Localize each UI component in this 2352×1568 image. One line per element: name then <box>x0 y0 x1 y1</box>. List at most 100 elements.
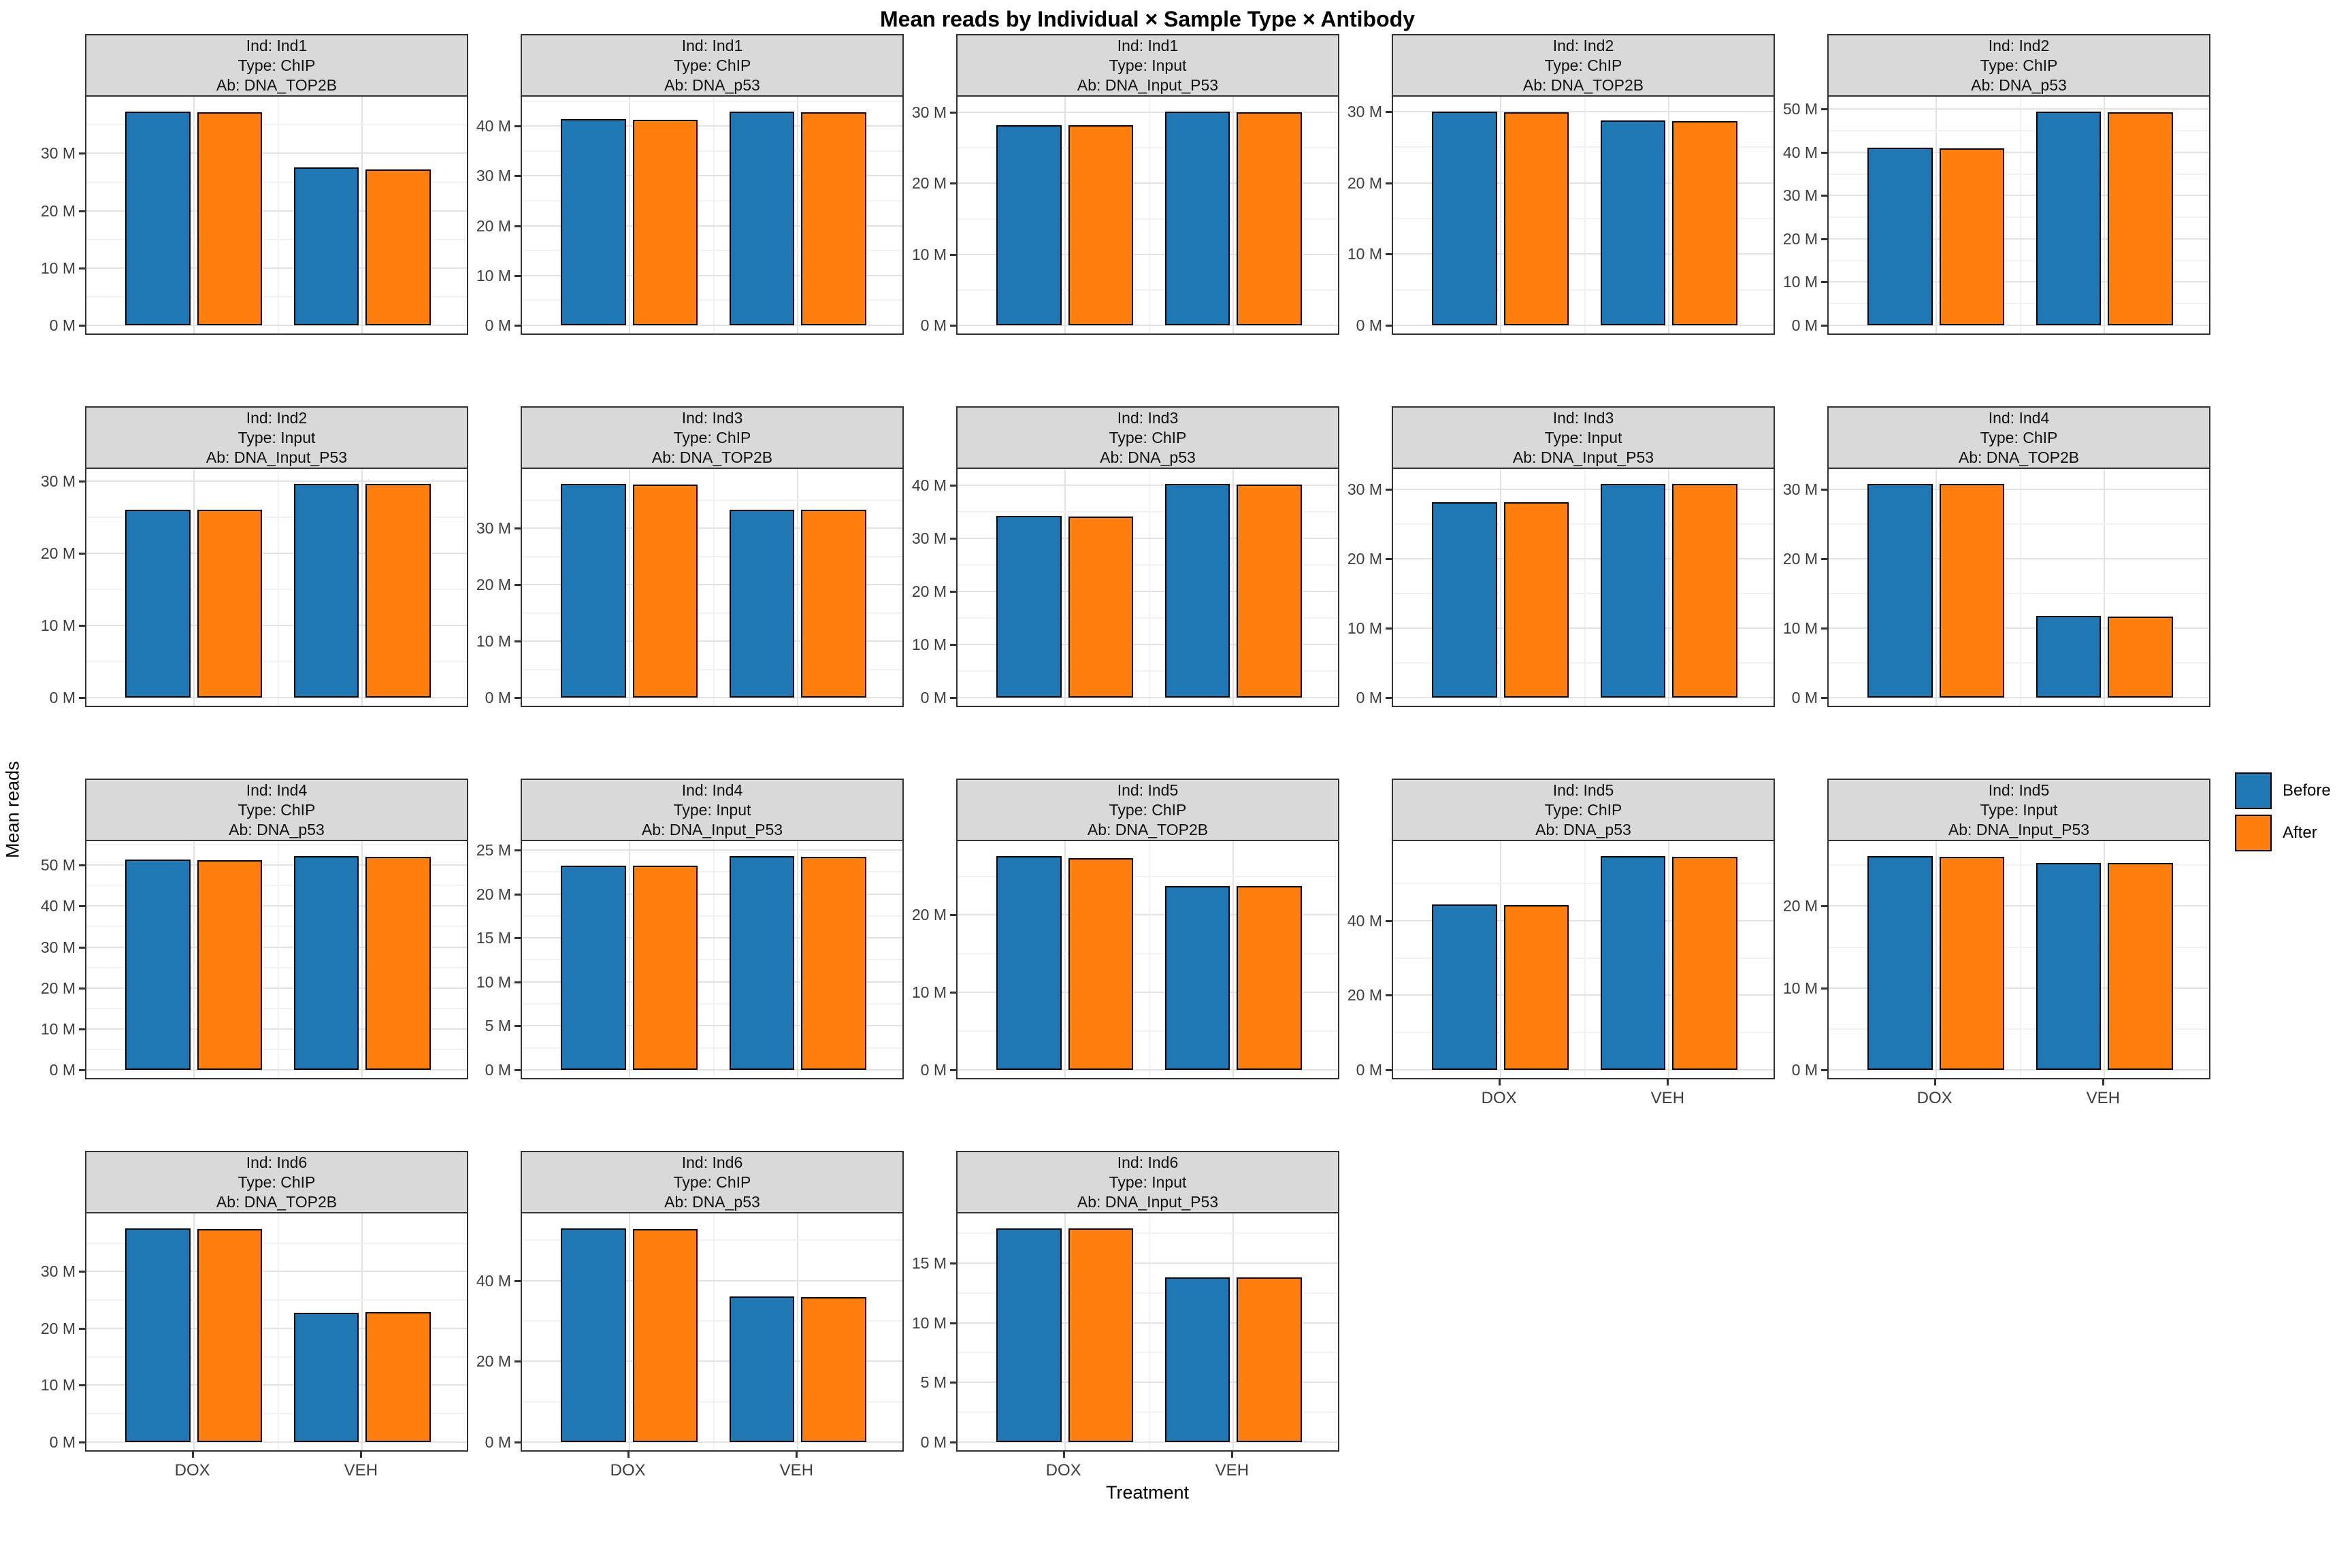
y-tick-label: 10 M <box>476 973 511 991</box>
y-tick-mark <box>1386 558 1392 561</box>
plot-area <box>1827 97 2210 335</box>
y-tick-label: 40 M <box>476 1271 511 1290</box>
x-tick-mark <box>1933 1079 1936 1085</box>
gridline-vertical <box>361 97 363 333</box>
facet-panel: Ind: Ind3 Type: ChIP Ab: DNA_p53 <box>956 406 1339 707</box>
gridline-major <box>1393 489 1774 491</box>
gridline-minor <box>86 295 467 297</box>
bar-veh-after <box>1672 120 1738 325</box>
plot-area <box>1392 469 1775 707</box>
bar-veh-before <box>729 1296 795 1442</box>
gridline-vertical <box>713 1213 715 1450</box>
gridline-vertical <box>193 841 195 1078</box>
gridline-vertical <box>1148 469 1150 706</box>
y-tick-mark <box>79 1384 85 1387</box>
bar-veh-before <box>729 856 795 1070</box>
bar-veh-after <box>2108 616 2174 698</box>
gridline-major <box>522 937 902 939</box>
bar-veh-before <box>1164 112 1230 325</box>
facet-strip: Ind: Ind4 Type: ChIP Ab: DNA_p53 <box>85 779 468 841</box>
facet-strip: Ind: Ind1 Type: ChIP Ab: DNA_TOP2B <box>85 34 468 97</box>
y-tick-label: 20 M <box>1782 550 1818 568</box>
y-tick-mark <box>79 552 85 555</box>
y-tick-mark <box>950 1262 956 1264</box>
bar-dox-after <box>1068 516 1134 698</box>
facet-strip: Ind: Ind5 Type: ChIP Ab: DNA_TOP2B <box>956 779 1339 841</box>
gridline-major <box>1829 558 2209 560</box>
y-tick-mark <box>950 325 956 327</box>
gridline-vertical <box>797 1213 799 1450</box>
gridline-vertical <box>1064 469 1066 706</box>
facet-strip: Ind: Ind3 Type: ChIP Ab: DNA_p53 <box>956 406 1339 469</box>
y-tick-mark <box>1386 919 1392 922</box>
y-tick-label: 10 M <box>40 616 76 634</box>
legend: Before After <box>2235 772 2331 857</box>
gridline-vertical <box>1935 469 1937 706</box>
bar-dox-before <box>996 515 1062 698</box>
gridline-major <box>1829 281 2209 283</box>
legend-item-after: After <box>2235 815 2331 851</box>
gridline-minor <box>958 218 1338 220</box>
gridline-major <box>1829 905 2209 907</box>
gridline-vertical <box>1232 469 1235 706</box>
gridline-minor <box>522 1239 902 1241</box>
gridline-major <box>86 946 467 948</box>
y-tick-label: 30 M <box>476 519 511 538</box>
y-tick-label: 0 M <box>1791 689 1818 706</box>
gridline-major <box>958 1322 1338 1324</box>
y-tick-mark <box>514 937 521 940</box>
x-tick-label: DOX <box>1045 1461 1081 1480</box>
facet-strip: Ind: Ind1 Type: Input Ab: DNA_Input_P53 <box>956 34 1339 97</box>
facet-strip-line: Type: ChIP <box>1109 800 1187 819</box>
gridline-major <box>522 325 902 326</box>
bar-dox-before <box>1431 904 1497 1070</box>
y-tick-mark <box>1821 1069 1827 1071</box>
gridline-major <box>522 981 902 983</box>
y-tick-mark <box>514 1279 521 1282</box>
y-tick-mark <box>79 210 85 212</box>
legend-swatch-after-icon <box>2235 815 2272 851</box>
gridline-major <box>1829 697 2209 698</box>
y-tick-label: 0 M <box>920 1061 947 1079</box>
facet-strip-line: Type: ChIP <box>238 56 316 74</box>
gridline-major <box>1393 1069 1774 1071</box>
y-tick-label: 20 M <box>476 216 511 235</box>
gridline-major <box>86 905 467 907</box>
bar-veh-after <box>801 1296 867 1442</box>
y-tick-mark <box>1821 489 1827 491</box>
facet-strip-line: Type: Input <box>238 428 316 446</box>
facet-strip: Ind: Ind2 Type: Input Ab: DNA_Input_P53 <box>85 406 468 469</box>
x-tick-label: VEH <box>1650 1089 1685 1107</box>
y-tick-label: 5 M <box>485 1017 511 1035</box>
bar-dox-before <box>1431 502 1497 698</box>
chart-title: Mean reads by Individual × Sample Type ×… <box>880 7 1415 31</box>
bar-dox-after <box>632 119 698 325</box>
gridline-minor <box>522 200 902 202</box>
gridline-major <box>1829 195 2209 197</box>
x-tick-label: DOX <box>1481 1089 1517 1107</box>
bar-veh-after <box>1672 856 1738 1070</box>
y-tick-mark <box>79 325 85 327</box>
gridline-major <box>86 987 467 989</box>
gridline-minor <box>86 885 467 887</box>
gridline-minor <box>86 124 467 126</box>
legend-label-after: After <box>2283 823 2317 842</box>
gridline-minor <box>522 612 902 614</box>
x-tick-mark <box>2102 1079 2105 1085</box>
facet-strip-line: Ind: Ind5 <box>1552 781 1614 799</box>
bar-dox-after <box>1068 1228 1134 1442</box>
facet-panel: Ind: Ind1 Type: ChIP Ab: DNA_p53 <box>521 34 904 335</box>
gridline-minor <box>1393 523 1774 525</box>
bar-veh-after <box>2108 862 2174 1070</box>
gridline-minor <box>522 1401 902 1403</box>
bar-dox-before <box>125 112 191 325</box>
gridline-major <box>1393 697 1774 698</box>
gridline-vertical <box>628 469 630 706</box>
gridline-major <box>86 1271 467 1273</box>
y-tick-mark <box>1386 697 1392 699</box>
y-tick-label: 10 M <box>911 1313 947 1332</box>
gridline-major <box>1393 919 1774 921</box>
gridline-vertical <box>713 97 715 333</box>
facet-strip: Ind: Ind3 Type: ChIP Ab: DNA_TOP2B <box>521 406 904 469</box>
gridline-major <box>958 325 1338 326</box>
